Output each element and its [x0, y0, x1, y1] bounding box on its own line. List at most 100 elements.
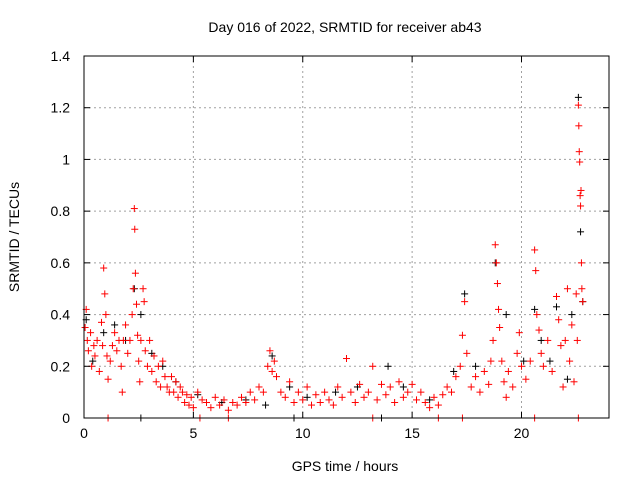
data-point-primary [111, 329, 119, 337]
data-point-primary [518, 362, 525, 370]
data-point-primary [316, 398, 324, 406]
data-point-secondary [426, 396, 434, 404]
data-point-primary [176, 383, 184, 391]
data-point-primary [148, 367, 156, 375]
data-point-primary [575, 148, 583, 156]
y-tick-label: 1 [62, 151, 70, 167]
data-point-primary [181, 398, 189, 406]
data-point-primary [563, 285, 571, 293]
data-point-primary [203, 398, 210, 406]
data-point-primary [487, 357, 495, 365]
y-tick-label: 1.2 [51, 100, 71, 116]
data-point-primary [500, 378, 508, 386]
data-point-primary [382, 391, 390, 399]
data-point-primary [150, 352, 158, 360]
data-point-secondary [303, 393, 311, 401]
data-point-primary [277, 388, 285, 396]
data-point-primary [574, 101, 582, 109]
data-point-primary [99, 342, 107, 350]
data-point-primary [130, 205, 138, 213]
data-point-primary [395, 378, 403, 386]
data-point-primary [461, 298, 469, 306]
data-point-secondary [89, 357, 97, 365]
data-point-secondary [520, 357, 528, 365]
data-point-primary [134, 331, 142, 339]
data-point-secondary [100, 329, 108, 337]
data-point-primary [448, 388, 455, 396]
data-point-primary [577, 186, 585, 194]
data-point-secondary [111, 321, 119, 329]
data-point-primary [266, 347, 274, 355]
plot-frame [83, 55, 610, 419]
data-point-primary [439, 391, 447, 399]
y-tick-label: 0.6 [51, 255, 71, 271]
data-point-primary [434, 401, 442, 409]
data-points [81, 93, 587, 422]
data-point-primary [570, 378, 578, 386]
data-point-primary [458, 331, 466, 339]
data-point-primary [246, 388, 254, 396]
data-point-primary [430, 393, 438, 401]
data-point-primary [170, 388, 178, 396]
data-point-primary [174, 393, 182, 401]
data-point-primary [329, 401, 337, 409]
data-point-primary [187, 393, 195, 401]
data-point-primary [294, 388, 302, 396]
y-tick-label: 0.8 [51, 203, 71, 219]
y-tick-label: 0.2 [51, 358, 71, 374]
data-point-primary [242, 398, 250, 406]
data-point-primary [216, 401, 224, 409]
data-point-primary [141, 347, 149, 355]
data-point-primary [491, 241, 499, 249]
data-point-primary [117, 362, 125, 370]
data-point-primary [334, 383, 342, 391]
data-point-primary [421, 398, 429, 406]
y-tick-label: 0 [62, 410, 70, 426]
x-tick-label: 5 [189, 425, 197, 441]
data-point-primary [404, 388, 412, 396]
data-point-primary [131, 269, 139, 277]
data-point-primary [378, 380, 385, 388]
data-point-primary [559, 383, 567, 391]
data-point-primary [476, 388, 484, 396]
data-point-primary [577, 259, 585, 267]
data-point-primary [513, 349, 521, 357]
data-point-primary [93, 336, 101, 344]
data-point-primary [136, 378, 144, 386]
data-point-primary [576, 158, 584, 166]
data-point-primary [351, 398, 359, 406]
data-point-secondary [546, 357, 554, 365]
data-point-primary [106, 357, 114, 365]
data-point-primary [91, 352, 99, 360]
data-point-primary [535, 326, 543, 334]
data-point-primary [408, 380, 416, 388]
data-point-primary [489, 336, 497, 344]
data-point-primary [251, 396, 259, 404]
data-point-primary [463, 349, 471, 357]
data-point-primary [533, 311, 541, 319]
data-point-primary [183, 391, 191, 399]
data-point-primary [189, 404, 197, 412]
data-point-primary [391, 398, 399, 406]
data-point-secondary [563, 375, 571, 383]
data-point-primary [163, 383, 171, 391]
data-point-primary [172, 378, 180, 386]
data-point-primary [135, 357, 143, 365]
x-tick-label: 0 [80, 425, 88, 441]
data-point-primary [343, 355, 350, 363]
y-tick-label: 0.4 [51, 307, 71, 323]
data-point-primary [290, 398, 298, 406]
data-point-primary [146, 336, 154, 344]
data-point-primary [308, 401, 315, 409]
data-point-primary [544, 336, 552, 344]
data-point-primary [233, 401, 241, 409]
data-point-primary [168, 373, 175, 381]
data-point-primary [154, 362, 162, 370]
data-point-primary [531, 246, 539, 254]
data-point-primary [515, 329, 523, 337]
data-point-primary [364, 388, 372, 396]
data-point-primary [573, 336, 581, 344]
data-point-primary [504, 367, 512, 375]
data-point-primary [325, 396, 333, 404]
